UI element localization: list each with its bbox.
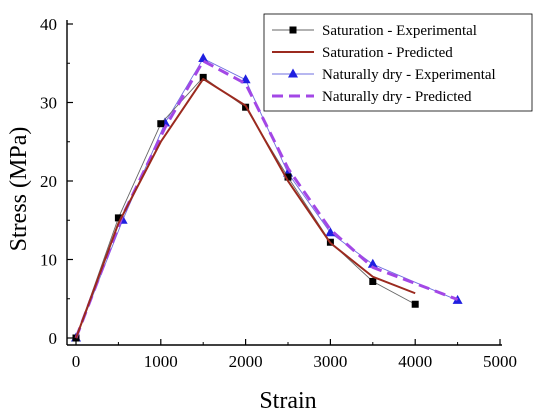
data-point bbox=[367, 258, 378, 268]
x-tick-label: 3000 bbox=[313, 352, 347, 371]
x-tick-label: 2000 bbox=[229, 352, 263, 371]
legend-items: Saturation - Experimental Saturation - Pr… bbox=[272, 23, 496, 105]
axes-layer bbox=[66, 20, 502, 346]
legend-item: Saturation - Experimental bbox=[272, 23, 477, 39]
x-axis-title: Strain bbox=[259, 388, 316, 414]
legend-item: Naturally dry - Experimental bbox=[272, 67, 496, 83]
legend-marker bbox=[288, 68, 298, 78]
data-point bbox=[199, 73, 207, 81]
y-tick-label: 30 bbox=[40, 94, 57, 113]
tick-layer: 0 1000 2000 3000 4000 5000 0 10 20 30 40 bbox=[40, 15, 517, 371]
legend-item: Saturation - Predicted bbox=[272, 45, 453, 61]
legend: Saturation - Experimental Saturation - Pr… bbox=[263, 13, 533, 112]
data-point bbox=[198, 53, 209, 63]
legend-label: Naturally dry - Predicted bbox=[322, 89, 472, 105]
y-axis-title: Stress (MPa) bbox=[6, 127, 32, 252]
data-point bbox=[157, 120, 165, 128]
y-tick-label: 40 bbox=[40, 15, 57, 34]
data-point bbox=[114, 214, 122, 222]
y-tick-label: 10 bbox=[40, 251, 57, 270]
y-tick-label: 0 bbox=[49, 329, 58, 348]
legend-label: Saturation - Predicted bbox=[322, 45, 453, 61]
legend-item: Naturally dry - Predicted bbox=[272, 89, 472, 105]
series-line bbox=[75, 77, 416, 339]
data-point bbox=[284, 173, 292, 181]
y-tick-label: 20 bbox=[40, 172, 57, 191]
x-tick-label: 4000 bbox=[398, 352, 432, 371]
series-layer bbox=[71, 53, 463, 342]
data-point bbox=[369, 277, 377, 285]
series-1 bbox=[75, 77, 416, 339]
x-tick-label: 5000 bbox=[483, 352, 517, 371]
legend-marker bbox=[289, 26, 297, 34]
data-point bbox=[411, 300, 419, 308]
legend-label: Saturation - Experimental bbox=[322, 23, 477, 39]
x-tick-label: 1000 bbox=[144, 352, 178, 371]
data-point bbox=[325, 227, 336, 237]
series-0 bbox=[72, 73, 419, 342]
x-tick-label: 0 bbox=[72, 352, 81, 371]
legend-label: Naturally dry - Experimental bbox=[322, 67, 496, 83]
